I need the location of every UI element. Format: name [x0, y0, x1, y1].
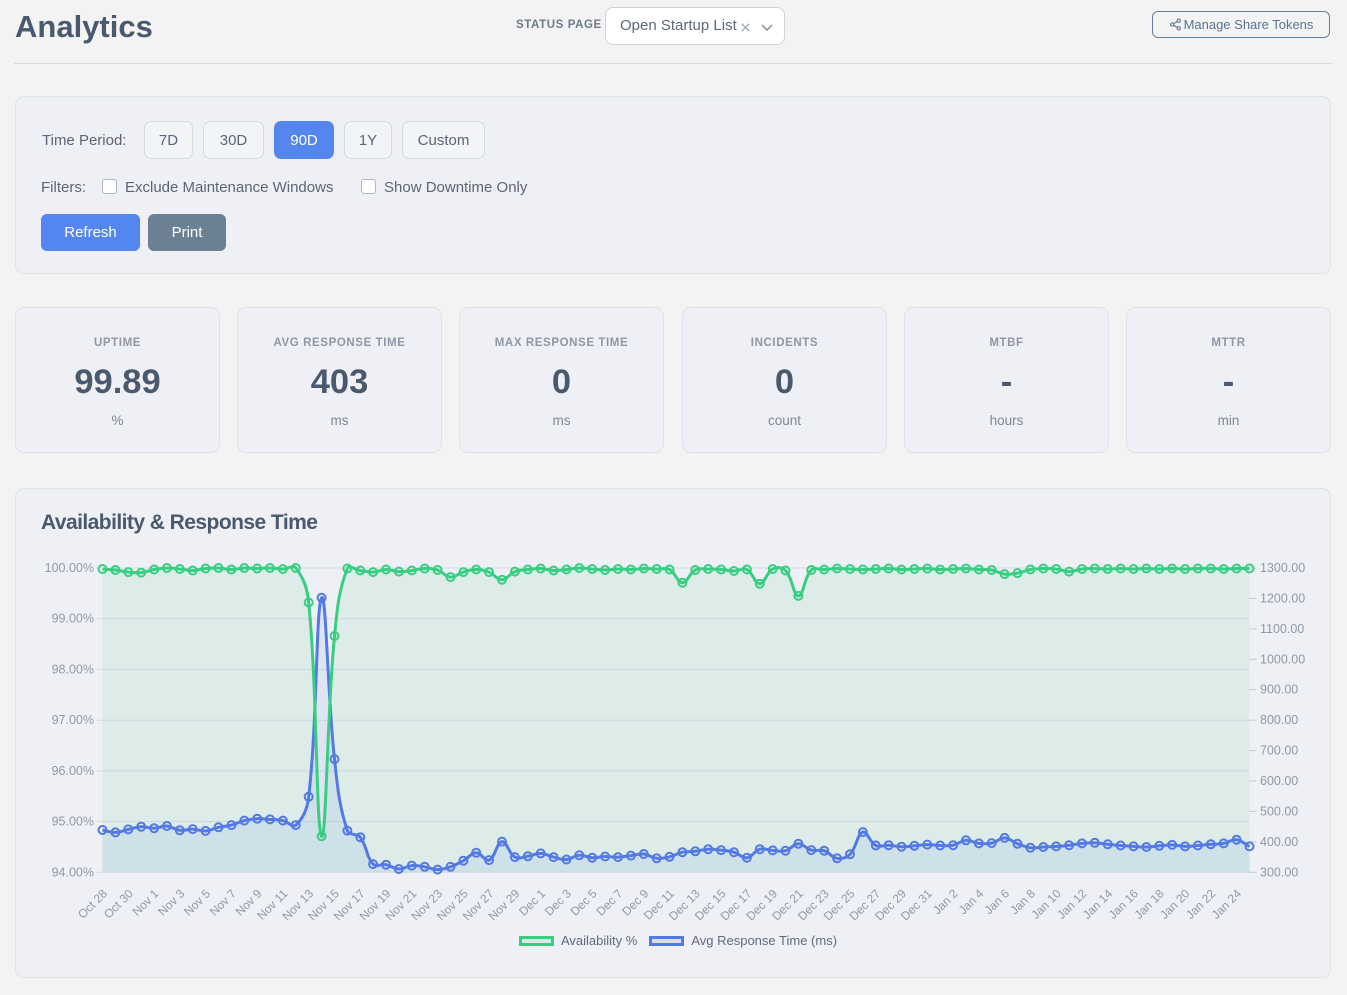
svg-text:1100.00: 1100.00: [1260, 622, 1304, 636]
svg-text:Jan 24: Jan 24: [1209, 886, 1245, 922]
svg-text:1300.00: 1300.00: [1260, 561, 1305, 575]
svg-text:99.00%: 99.00%: [52, 612, 94, 626]
svg-text:100.00%: 100.00%: [45, 561, 94, 575]
svg-text:Dec 1: Dec 1: [516, 886, 548, 918]
svg-text:97.00%: 97.00%: [52, 713, 94, 727]
svg-text:1000.00: 1000.00: [1260, 652, 1305, 666]
svg-text:800.00: 800.00: [1260, 713, 1298, 727]
svg-text:Jan 2: Jan 2: [930, 886, 961, 917]
svg-text:Nov 7: Nov 7: [207, 886, 239, 918]
svg-text:900.00: 900.00: [1260, 683, 1298, 697]
svg-text:300.00: 300.00: [1260, 865, 1298, 879]
svg-text:500.00: 500.00: [1260, 804, 1298, 818]
svg-text:600.00: 600.00: [1260, 774, 1298, 788]
svg-text:Jan 4: Jan 4: [956, 886, 987, 917]
svg-text:Jan 6: Jan 6: [981, 886, 1012, 917]
svg-text:Dec 7: Dec 7: [593, 886, 625, 918]
svg-text:Nov 3: Nov 3: [155, 886, 187, 918]
svg-text:94.00%: 94.00%: [52, 865, 94, 879]
svg-text:700.00: 700.00: [1260, 744, 1298, 758]
svg-text:1200.00: 1200.00: [1260, 591, 1305, 605]
svg-text:Nov 5: Nov 5: [181, 886, 213, 918]
svg-text:96.00%: 96.00%: [52, 764, 94, 778]
svg-text:Nov 1: Nov 1: [129, 886, 161, 918]
svg-text:98.00%: 98.00%: [52, 662, 94, 676]
svg-text:400.00: 400.00: [1260, 835, 1298, 849]
svg-text:95.00%: 95.00%: [52, 815, 94, 829]
svg-text:Dec 5: Dec 5: [568, 886, 600, 918]
svg-text:Oct 30: Oct 30: [101, 886, 136, 921]
svg-text:Dec 3: Dec 3: [542, 886, 574, 918]
